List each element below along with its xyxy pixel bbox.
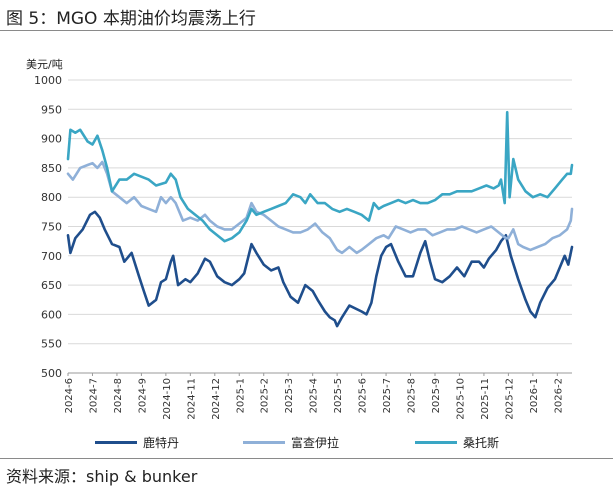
x-tick-label: 2025-4: [309, 378, 320, 413]
x-tick-label: 2025-5: [333, 378, 344, 413]
figure-title: 图 5：MGO 本期油价均震荡上行: [6, 9, 256, 29]
x-tick-label: 2024-7: [88, 378, 99, 413]
x-tick-label: 2026-1: [529, 378, 540, 413]
x-tick-label: 2025-9: [431, 378, 442, 413]
x-tick-label: 2025-7: [382, 378, 393, 413]
legend-label: 富查伊拉: [291, 435, 340, 450]
y-tick-label: 650: [41, 279, 62, 292]
x-tick-label: 2025-6: [358, 378, 369, 413]
x-tick-label: 2025-3: [284, 378, 295, 413]
y-tick-label: 550: [41, 338, 62, 351]
legend-item-santos: 桑托斯: [415, 434, 499, 450]
y-tick-label: 950: [41, 103, 62, 116]
source-note: 资料来源：ship & bunker: [6, 467, 198, 486]
footer-divider: [0, 458, 613, 459]
x-tick-label: 2025-12: [504, 378, 515, 420]
x-tick-label: 2025-1: [235, 378, 246, 413]
x-tick-label: 2025-8: [407, 378, 418, 413]
y-tick-label: 600: [41, 308, 62, 321]
y-tick-label: 850: [41, 162, 62, 175]
series-line-rotterdam: [66, 210, 574, 328]
y-tick-label: 900: [41, 133, 62, 146]
x-tick-label: 2024-12: [211, 378, 222, 420]
series-line-santos: [66, 110, 574, 243]
legend-swatch: [95, 440, 137, 444]
x-tick-label: 2024-10: [162, 378, 173, 420]
y-tick-label: 750: [41, 221, 62, 234]
legend-label: 桑托斯: [463, 435, 500, 450]
x-tick-label: 2026-2: [553, 378, 564, 413]
x-tick-label: 2024-11: [186, 378, 197, 420]
y-tick-label: 1000: [34, 74, 62, 87]
y-tick-label: 800: [41, 191, 62, 204]
y-tick-label: 700: [41, 250, 62, 263]
y-axis-unit-label: 美元/吨: [26, 58, 63, 71]
series-line-fujairah: [66, 160, 574, 255]
legend-label: 鹿特丹: [143, 435, 180, 450]
x-tick-label: 2025-2: [260, 378, 271, 413]
legend-item-fujairah: 富查伊拉: [243, 434, 339, 450]
x-tick-label: 2024-9: [137, 378, 148, 413]
title-divider: [0, 30, 613, 31]
legend-item-rotterdam: 鹿特丹: [95, 434, 179, 450]
x-tick-label: 2025-11: [480, 378, 491, 420]
x-tick-label: 2024-6: [64, 378, 75, 413]
y-tick-label: 500: [41, 367, 62, 380]
x-tick-label: 2025-10: [455, 378, 466, 420]
x-tick-label: 2024-8: [113, 378, 124, 413]
legend-swatch: [243, 440, 285, 444]
legend-swatch: [415, 440, 457, 444]
